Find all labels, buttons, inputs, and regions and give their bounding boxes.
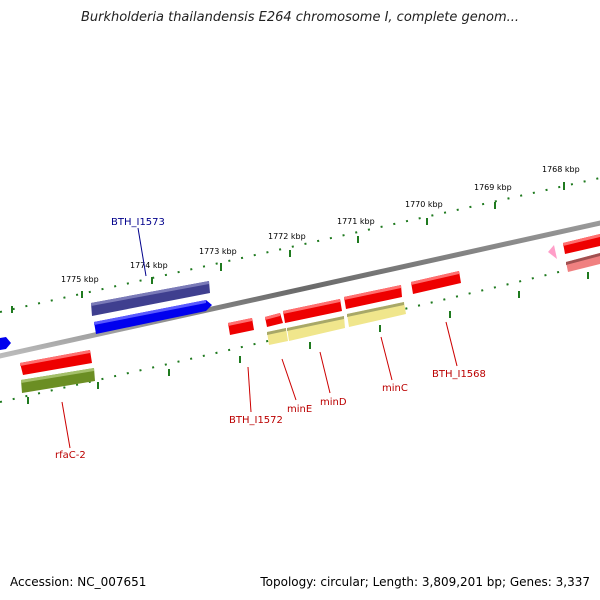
gene-minc[interactable] [344,285,402,309]
accession-text: Accession: NC_007651 [10,575,147,589]
map-title: Burkholderia thailandensis E264 chromoso… [80,10,520,25]
gene-mine-khaki[interactable] [267,328,288,345]
gene-bth-i1573-navy[interactable] [91,281,210,316]
gene-mine[interactable] [265,313,283,327]
tick-label-1775: 1775 kbp [61,275,99,284]
gene-minc-khaki[interactable] [347,302,406,327]
gene-bth-i1572[interactable] [228,318,254,335]
gene-bth-i1568[interactable] [411,271,461,294]
label-bth-i1573[interactable]: BTH_I1573 [111,217,165,228]
tick-label-1769: 1769 kbp [474,183,512,192]
gene-right-edge-salmon[interactable] [566,253,600,272]
tick-label-1771: 1771 kbp [337,217,375,226]
gene-bth-i1573-blue[interactable] [94,300,212,334]
tick-label-1768: 1768 kbp [542,165,580,174]
gene-right-edge-red[interactable] [563,234,600,254]
major-ticks [11,182,589,404]
tick-label-1770: 1770 kbp [405,200,443,209]
gene-left-edge-blue[interactable] [0,337,11,350]
gene-mind[interactable] [283,299,342,323]
gene-mind-khaki[interactable] [287,316,345,341]
gene-right-edge-pink[interactable] [548,245,557,259]
chromosome-backbone [0,220,600,359]
label-rfac-2[interactable]: rfaC-2 [55,450,86,461]
tick-label-1773: 1773 kbp [199,247,237,256]
label-minc[interactable]: minC [382,383,408,394]
label-leaders [61,227,458,449]
label-bth-i1572[interactable]: BTH_I1572 [229,415,283,426]
topology-text: Topology: circular; Length: 3,809,201 bp… [260,575,590,589]
tick-label-1774: 1774 kbp [130,261,168,270]
label-mind[interactable]: minD [320,397,347,408]
label-mine[interactable]: minE [287,404,312,415]
tick-label-1772: 1772 kbp [268,232,306,241]
gene-rfac-2-red[interactable] [20,350,92,375]
gene-rfac-2-olive[interactable] [21,368,95,393]
label-bth-i1568[interactable]: BTH_I1568 [432,369,486,380]
